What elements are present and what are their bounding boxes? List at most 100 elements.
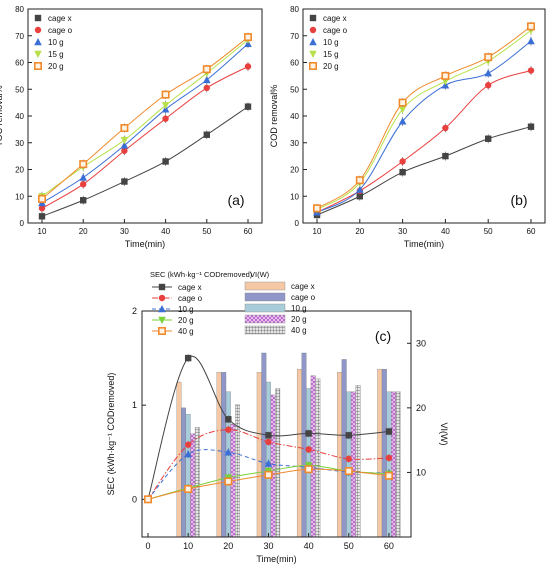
legend-title-lines: SEC (kWh·kg⁻¹ CODremoved) — [150, 270, 253, 279]
legend-title-bars: VI(W) — [250, 270, 270, 279]
legend-label: cage x — [323, 14, 347, 23]
data-point — [184, 484, 193, 493]
y-tick-label: 30 — [290, 139, 299, 148]
y-axis-label: COD removal% — [269, 85, 279, 148]
legend-label: 10 g — [323, 38, 339, 47]
plot-frame — [302, 8, 546, 224]
legend-label: 40 g — [291, 326, 307, 335]
x-tick-label: 30 — [120, 227, 129, 236]
data-point — [264, 470, 273, 479]
data-point — [120, 124, 129, 133]
panel-label: (a) — [227, 192, 244, 208]
series-line — [41, 36, 249, 200]
data-point — [399, 158, 406, 165]
data-point — [305, 446, 312, 453]
data-point — [384, 471, 393, 480]
data-point — [79, 160, 88, 169]
data-point — [305, 430, 312, 437]
data-point — [184, 441, 192, 448]
data-point — [526, 22, 535, 31]
legend-marker — [158, 316, 166, 324]
data-point — [304, 465, 313, 474]
data-point — [224, 477, 233, 486]
data-point — [80, 181, 87, 188]
x-tick-label: 50 — [202, 227, 211, 236]
data-point — [398, 98, 407, 107]
y-tick-label: 50 — [290, 85, 299, 94]
series-line — [316, 126, 532, 216]
legend-label: cage o — [323, 26, 348, 35]
data-point — [398, 117, 407, 125]
y-axis-label-left: SEC (kWh·kg⁻¹ CODremoved) — [106, 373, 116, 496]
legend-marker — [158, 305, 166, 313]
bar — [266, 381, 271, 538]
series-line — [41, 106, 249, 217]
data-point — [356, 193, 363, 200]
data-point — [356, 185, 364, 193]
x-tick-label: 60 — [527, 227, 536, 236]
x-axis-label: Time(min) — [256, 554, 296, 564]
y-tick-label-right: 30 — [416, 338, 426, 348]
data-point — [441, 71, 450, 80]
bar — [315, 378, 321, 538]
series-line — [316, 29, 532, 211]
bar — [225, 391, 231, 538]
data-point — [162, 158, 169, 165]
bar — [341, 359, 347, 538]
bar — [296, 368, 302, 538]
y-tick-label-right: 20 — [416, 403, 426, 413]
data-point — [184, 354, 192, 362]
legend-label: 10 g — [178, 305, 194, 314]
bar — [377, 368, 383, 538]
data-point — [80, 197, 87, 204]
y-tick-label: 10 — [290, 192, 299, 201]
x-tick-label: 60 — [384, 541, 394, 551]
data-point — [484, 53, 493, 62]
legend-label: cage o — [48, 26, 73, 35]
bar — [301, 352, 307, 538]
data-point — [225, 426, 232, 433]
data-point — [203, 131, 210, 138]
data-point — [120, 136, 129, 145]
y-tick-label-right: 10 — [416, 467, 426, 477]
legend-marker — [309, 50, 317, 58]
y-tick-label: 0 — [20, 219, 25, 228]
legend-marker — [34, 14, 42, 22]
data-point — [345, 432, 352, 439]
x-tick-label: 20 — [79, 227, 88, 236]
legend-label: 20 g — [178, 316, 194, 325]
legend-label: 15 g — [323, 50, 339, 59]
data-point — [162, 115, 169, 122]
data-point — [79, 173, 87, 181]
legend-swatch — [244, 281, 286, 291]
legend-label: cage o — [178, 294, 203, 303]
y-tick-label: 30 — [15, 139, 24, 148]
y-tick-label: 40 — [290, 112, 299, 121]
bar — [350, 391, 356, 538]
y-tick-label: 50 — [15, 85, 24, 94]
series-line — [41, 43, 249, 204]
bar — [194, 427, 200, 538]
x-tick-label: 40 — [161, 227, 170, 236]
data-point — [121, 147, 128, 154]
data-point — [144, 495, 153, 504]
bar — [235, 404, 240, 538]
data-point — [485, 82, 492, 89]
x-tick-label: 50 — [344, 541, 354, 551]
y-tick-label: 0 — [295, 219, 300, 228]
x-tick-label: 10 — [38, 227, 47, 236]
x-tick-label: 30 — [398, 227, 407, 236]
legend-label: 20 g — [323, 62, 339, 71]
data-point — [120, 141, 129, 149]
legend-marker — [34, 50, 42, 58]
legend-swatch — [244, 303, 286, 313]
data-point — [485, 135, 492, 142]
data-point — [203, 75, 211, 84]
data-point — [202, 65, 211, 74]
x-axis-label: Time(min) — [404, 239, 444, 249]
data-point — [385, 454, 393, 462]
data-point — [184, 450, 192, 458]
data-point — [225, 416, 232, 423]
legend-label: 10 g — [48, 38, 64, 47]
legend-swatch — [244, 292, 286, 302]
